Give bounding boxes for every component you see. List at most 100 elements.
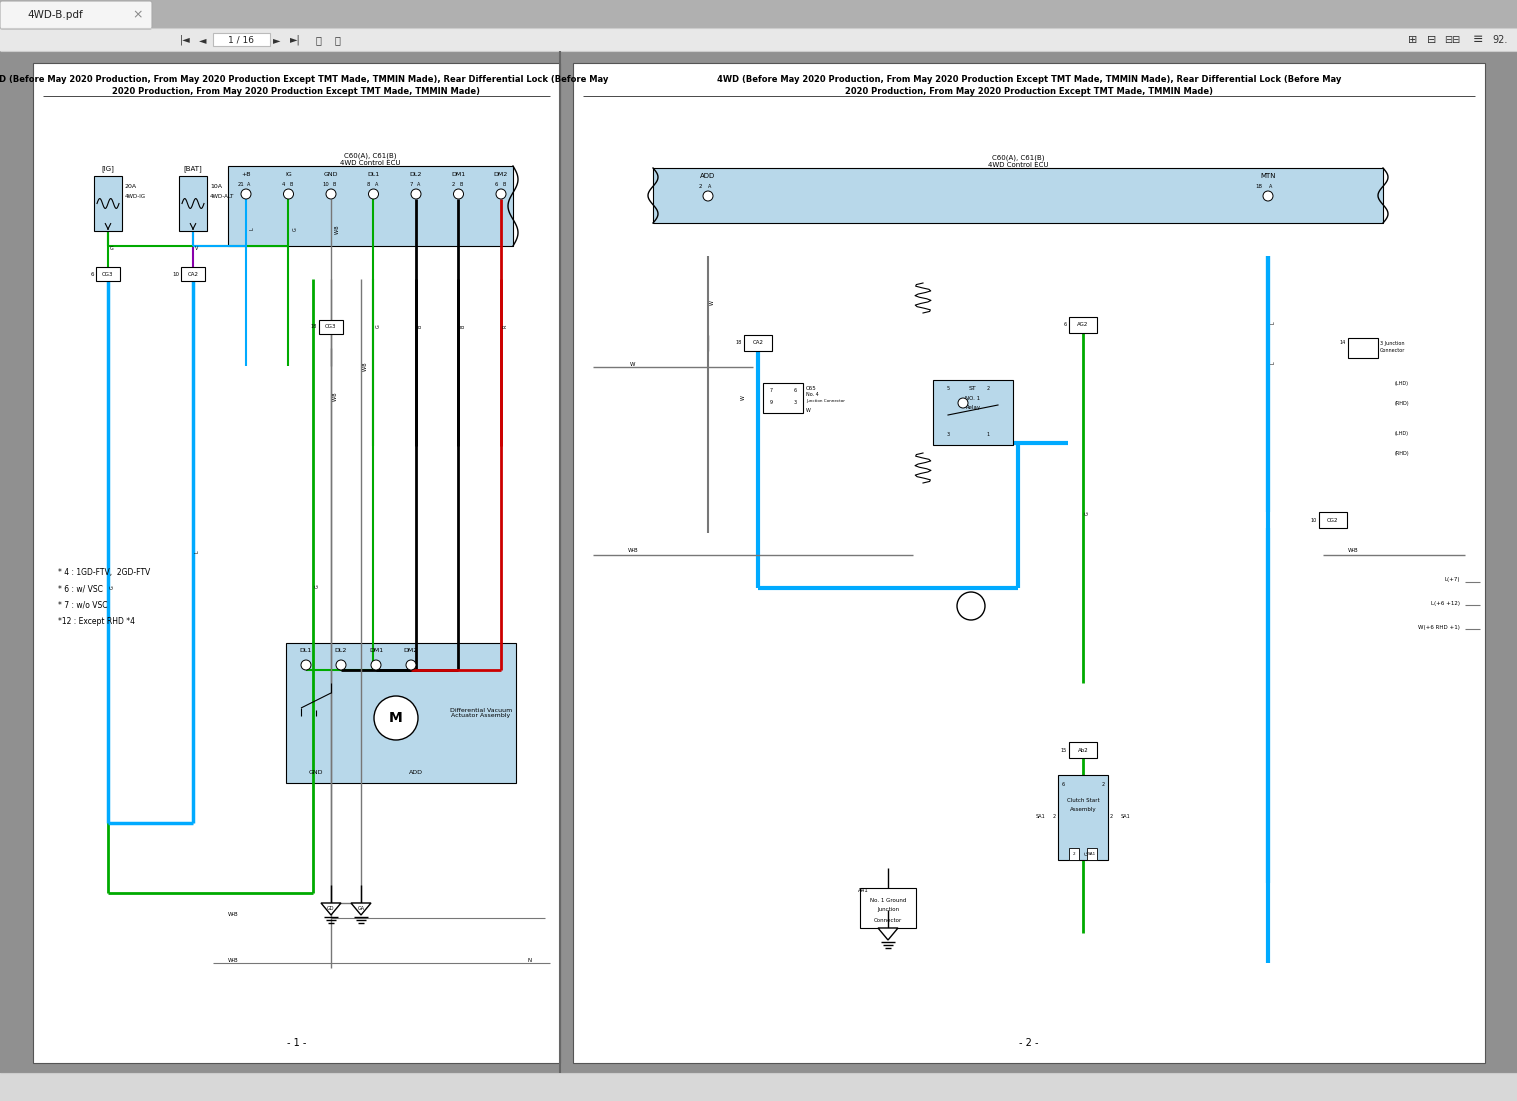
Text: 9: 9 bbox=[769, 401, 772, 405]
Text: CA2: CA2 bbox=[752, 340, 763, 346]
Text: 3 Junction: 3 Junction bbox=[1380, 340, 1405, 346]
Bar bbox=[96, 268, 120, 281]
Text: B: B bbox=[332, 182, 335, 186]
Text: Connector: Connector bbox=[874, 917, 903, 923]
Text: (RHD): (RHD) bbox=[1396, 450, 1409, 456]
Text: B: B bbox=[460, 182, 463, 186]
Circle shape bbox=[411, 189, 422, 199]
Text: L: L bbox=[1271, 361, 1276, 364]
Text: 4WD-B.pdf: 4WD-B.pdf bbox=[27, 10, 83, 20]
Bar bbox=[743, 335, 772, 351]
Circle shape bbox=[1264, 190, 1273, 201]
Text: C60(A), C61(B): C60(A), C61(B) bbox=[992, 155, 1044, 161]
Text: G: G bbox=[111, 247, 114, 251]
Circle shape bbox=[241, 189, 250, 199]
Circle shape bbox=[959, 397, 968, 408]
Text: A41: A41 bbox=[859, 887, 869, 893]
Text: 2: 2 bbox=[1101, 783, 1104, 787]
Text: MTN: MTN bbox=[1261, 173, 1276, 179]
Text: 18: 18 bbox=[1255, 184, 1262, 188]
Text: DM1: DM1 bbox=[369, 648, 384, 654]
Bar bbox=[933, 380, 1013, 445]
Text: G: G bbox=[1085, 511, 1091, 515]
Text: Differential Vacuum
Actuator Assembly: Differential Vacuum Actuator Assembly bbox=[451, 708, 513, 718]
FancyBboxPatch shape bbox=[0, 1, 152, 29]
Text: V: V bbox=[196, 247, 199, 251]
Text: 1: 1 bbox=[986, 433, 989, 437]
Text: W-B: W-B bbox=[1347, 548, 1358, 554]
Text: A: A bbox=[417, 182, 420, 186]
Text: 2: 2 bbox=[986, 385, 989, 391]
Bar bbox=[287, 643, 516, 783]
Text: 10A: 10A bbox=[209, 184, 221, 188]
Text: GND: GND bbox=[309, 771, 323, 775]
Text: 6: 6 bbox=[91, 272, 94, 276]
Text: N: N bbox=[528, 958, 532, 962]
Text: Junction: Junction bbox=[877, 907, 900, 913]
Text: GND: GND bbox=[323, 172, 338, 176]
Text: ADD: ADD bbox=[410, 771, 423, 775]
Text: SA1: SA1 bbox=[1121, 815, 1130, 819]
Text: G: G bbox=[316, 585, 320, 588]
Text: 8: 8 bbox=[367, 182, 370, 186]
Text: 4WD Control ECU: 4WD Control ECU bbox=[988, 162, 1048, 168]
Text: 2: 2 bbox=[698, 184, 702, 188]
Text: Junction Connector: Junction Connector bbox=[806, 399, 845, 403]
Text: 4WD-ALT: 4WD-ALT bbox=[209, 194, 234, 198]
Bar bbox=[0, 1073, 1517, 1101]
Text: SA1: SA1 bbox=[1035, 815, 1045, 819]
Text: No. 1 Ground: No. 1 Ground bbox=[869, 897, 906, 903]
Bar bbox=[763, 383, 802, 413]
Text: 14: 14 bbox=[1340, 340, 1346, 346]
Text: CG3: CG3 bbox=[102, 272, 114, 276]
Text: DL2: DL2 bbox=[410, 172, 422, 176]
Text: L(+6 +12): L(+6 +12) bbox=[1431, 600, 1459, 606]
Text: CA2: CA2 bbox=[188, 272, 199, 276]
Text: 6: 6 bbox=[1062, 783, 1065, 787]
Text: A: A bbox=[247, 182, 250, 186]
Text: W-B: W-B bbox=[334, 321, 338, 330]
Text: (RHD): (RHD) bbox=[1396, 401, 1409, 405]
Text: ◄: ◄ bbox=[199, 35, 206, 45]
Bar bbox=[860, 889, 916, 928]
Bar bbox=[228, 166, 513, 246]
Text: NO. 1: NO. 1 bbox=[965, 395, 980, 401]
Text: 2: 2 bbox=[452, 182, 455, 186]
Text: - 2 -: - 2 - bbox=[1019, 1038, 1039, 1048]
Text: L: L bbox=[1271, 321, 1276, 325]
Circle shape bbox=[300, 659, 311, 671]
Text: 6: 6 bbox=[1063, 323, 1066, 327]
Circle shape bbox=[284, 189, 293, 199]
Bar bbox=[0, 28, 1517, 51]
Text: GA: GA bbox=[358, 905, 364, 911]
Circle shape bbox=[702, 190, 713, 201]
Text: W: W bbox=[806, 407, 812, 413]
Text: G: G bbox=[111, 585, 115, 589]
Text: AG2: AG2 bbox=[1077, 323, 1089, 327]
Text: - 1 -: - 1 - bbox=[287, 1038, 306, 1048]
Text: C60(A), C61(B): C60(A), C61(B) bbox=[344, 153, 397, 160]
Text: (LHD): (LHD) bbox=[1396, 381, 1409, 385]
Circle shape bbox=[335, 659, 346, 671]
Text: +B: +B bbox=[241, 172, 250, 176]
Text: Clutch Start: Clutch Start bbox=[1066, 797, 1100, 803]
Text: ST: ST bbox=[969, 385, 977, 391]
Text: DL2: DL2 bbox=[335, 648, 347, 654]
Text: CG2: CG2 bbox=[1327, 517, 1338, 523]
Text: A: A bbox=[1270, 184, 1273, 188]
Bar bbox=[94, 176, 121, 231]
Text: 10: 10 bbox=[171, 272, 179, 276]
Text: |◄: |◄ bbox=[179, 35, 190, 45]
Text: 21: 21 bbox=[238, 182, 244, 186]
Text: ►|: ►| bbox=[290, 35, 300, 45]
Text: DL1: DL1 bbox=[367, 172, 379, 176]
Circle shape bbox=[326, 189, 335, 199]
Text: Assembly: Assembly bbox=[1069, 807, 1097, 813]
Text: (LHD): (LHD) bbox=[1396, 430, 1409, 436]
Text: *12 : Except RHD *4: *12 : Except RHD *4 bbox=[58, 617, 135, 625]
Text: W-B: W-B bbox=[228, 958, 238, 962]
Text: IG: IG bbox=[285, 172, 291, 176]
Text: L: L bbox=[250, 228, 255, 230]
Text: 3: 3 bbox=[947, 433, 950, 437]
Text: GD: GD bbox=[328, 905, 335, 911]
